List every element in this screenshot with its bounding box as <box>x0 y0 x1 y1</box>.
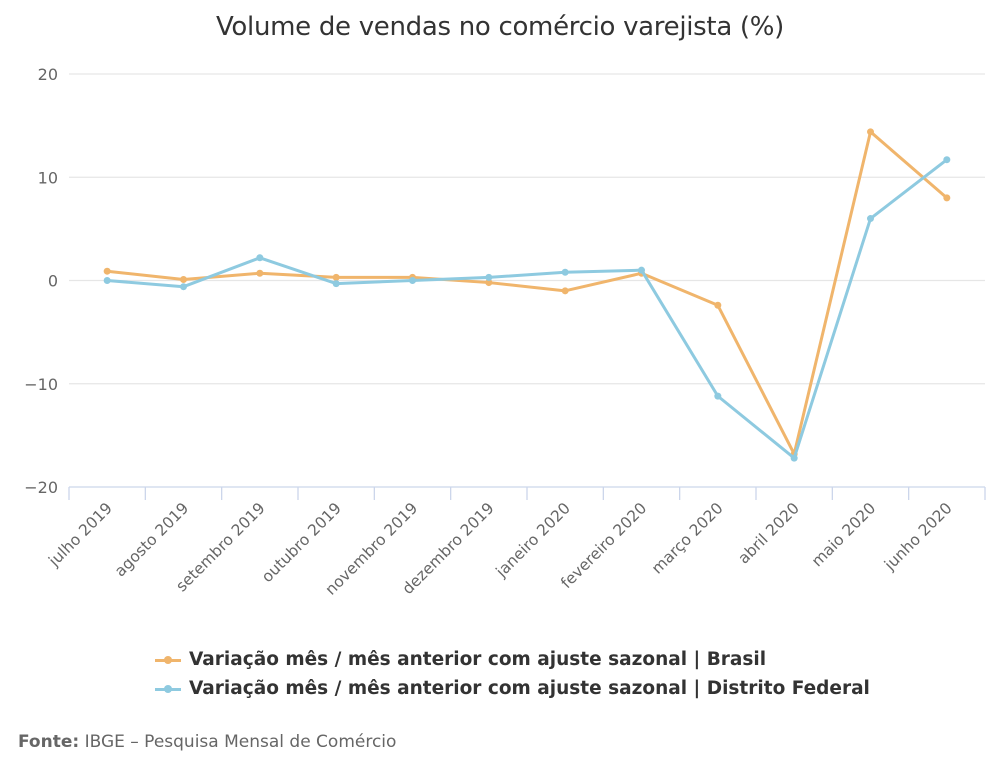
data-point[interactable] <box>409 277 416 284</box>
y-tick-label: 20 <box>38 65 58 84</box>
y-axis: 20 10 0 −10 −20 <box>24 65 58 497</box>
data-point[interactable] <box>867 128 874 136</box>
data-point[interactable] <box>561 287 569 295</box>
data-point[interactable] <box>943 156 951 164</box>
data-point[interactable] <box>103 267 111 275</box>
data-point[interactable] <box>714 392 722 400</box>
legend-item-brasil[interactable]: Variação mês / mês anterior com ajuste s… <box>155 645 870 674</box>
series-group <box>103 128 951 462</box>
x-tick-label: março 2020 <box>648 499 726 577</box>
data-point[interactable] <box>332 273 340 281</box>
source-text: IBGE – Pesquisa Mensal de Comércio <box>79 732 397 752</box>
data-point[interactable] <box>103 277 111 284</box>
legend: Variação mês / mês anterior com ajuste s… <box>155 645 870 703</box>
series-line <box>107 158 948 460</box>
data-point[interactable] <box>180 283 187 291</box>
x-tick-label: maio 2020 <box>808 499 879 570</box>
x-tick-label: janeiro 2020 <box>492 499 574 581</box>
x-tick-label: julho 2019 <box>44 499 116 571</box>
x-tick-label: abril 2020 <box>735 499 803 567</box>
data-point[interactable] <box>943 194 951 202</box>
y-tick-label: 0 <box>48 272 58 291</box>
data-point[interactable] <box>714 301 722 309</box>
data-point[interactable] <box>256 254 264 262</box>
series-line <box>107 130 948 456</box>
data-point[interactable] <box>180 275 187 283</box>
data-point[interactable] <box>867 215 874 223</box>
x-tick-label: agosto 2019 <box>111 499 192 580</box>
data-point[interactable] <box>256 269 264 277</box>
legend-label: Variação mês / mês anterior com ajuste s… <box>189 649 767 670</box>
gridlines <box>69 73 985 385</box>
legend-label: Variação mês / mês anterior com ajuste s… <box>189 678 870 699</box>
data-point[interactable] <box>485 279 493 287</box>
x-tick-label: junho 2020 <box>880 499 955 574</box>
data-point[interactable] <box>790 454 798 462</box>
source-label: Fonte: <box>18 732 80 752</box>
y-tick-label: −10 <box>24 375 58 394</box>
chart-title: Volume de vendas no comércio varejista (… <box>215 12 785 42</box>
legend-marker-icon <box>155 653 181 667</box>
legend-item-distrito-federal[interactable]: Variação mês / mês anterior com ajuste s… <box>155 674 870 703</box>
data-point[interactable] <box>638 266 645 274</box>
data-point[interactable] <box>332 280 340 288</box>
data-point[interactable] <box>561 268 569 276</box>
y-tick-label: −20 <box>24 478 58 497</box>
series-distrito-federal <box>103 156 951 462</box>
legend-marker-icon <box>155 682 181 696</box>
x-tick-label: outubro 2019 <box>258 499 345 586</box>
y-tick-label: 10 <box>38 168 58 187</box>
source-credit: Fonte: IBGE – Pesquisa Mensal de Comérci… <box>18 732 396 752</box>
data-point[interactable] <box>485 273 493 281</box>
